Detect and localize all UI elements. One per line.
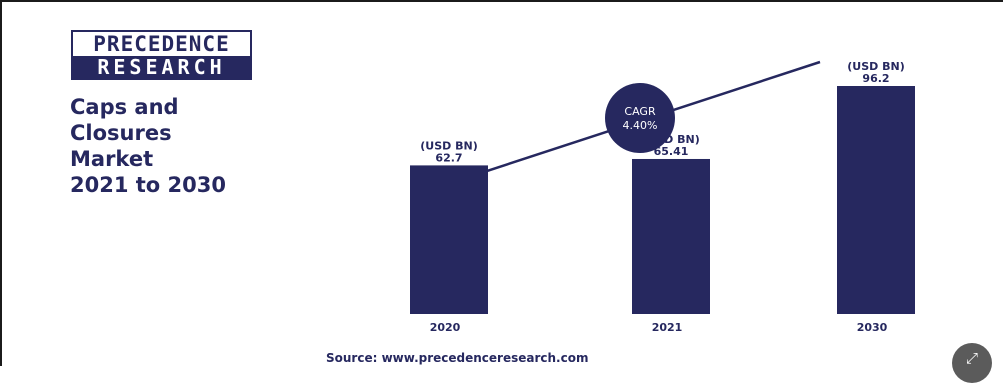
image-frame [0, 0, 1003, 366]
cagr-value: 4.40% [623, 119, 658, 132]
bar-2020 [410, 165, 488, 314]
bar-unit-label-2030: (USD BN) [847, 60, 904, 73]
logo-line-1: PRECEDENCE [73, 32, 250, 56]
x-tick-label-2021: 2021 [652, 321, 683, 334]
logo-line-2: RESEARCH [73, 56, 250, 78]
bar-value-label-2020: 62.7 [435, 151, 462, 164]
bar-2021 [632, 158, 710, 314]
source-text: Source: www.precedenceresearch.com [326, 351, 589, 365]
x-tick-label-2020: 2020 [430, 321, 461, 334]
bar-2030 [837, 86, 915, 314]
precedence-research-logo: PRECEDENCE RESEARCH [71, 30, 252, 80]
bar-value-label-2021: 65.41 [654, 145, 689, 158]
cagr-label: CAGR [624, 105, 656, 118]
bar-unit-label-2020: (USD BN) [420, 139, 477, 152]
bar-value-label-2030: 96.2 [862, 72, 889, 85]
expand-icon: ⤢ [965, 349, 978, 367]
expand-button[interactable]: ⤢ [952, 343, 992, 383]
chart-title: Caps and Closures Market 2021 to 2030 [70, 95, 226, 197]
cagr-bubble [605, 83, 675, 153]
x-tick-label-2030: 2030 [857, 321, 888, 334]
